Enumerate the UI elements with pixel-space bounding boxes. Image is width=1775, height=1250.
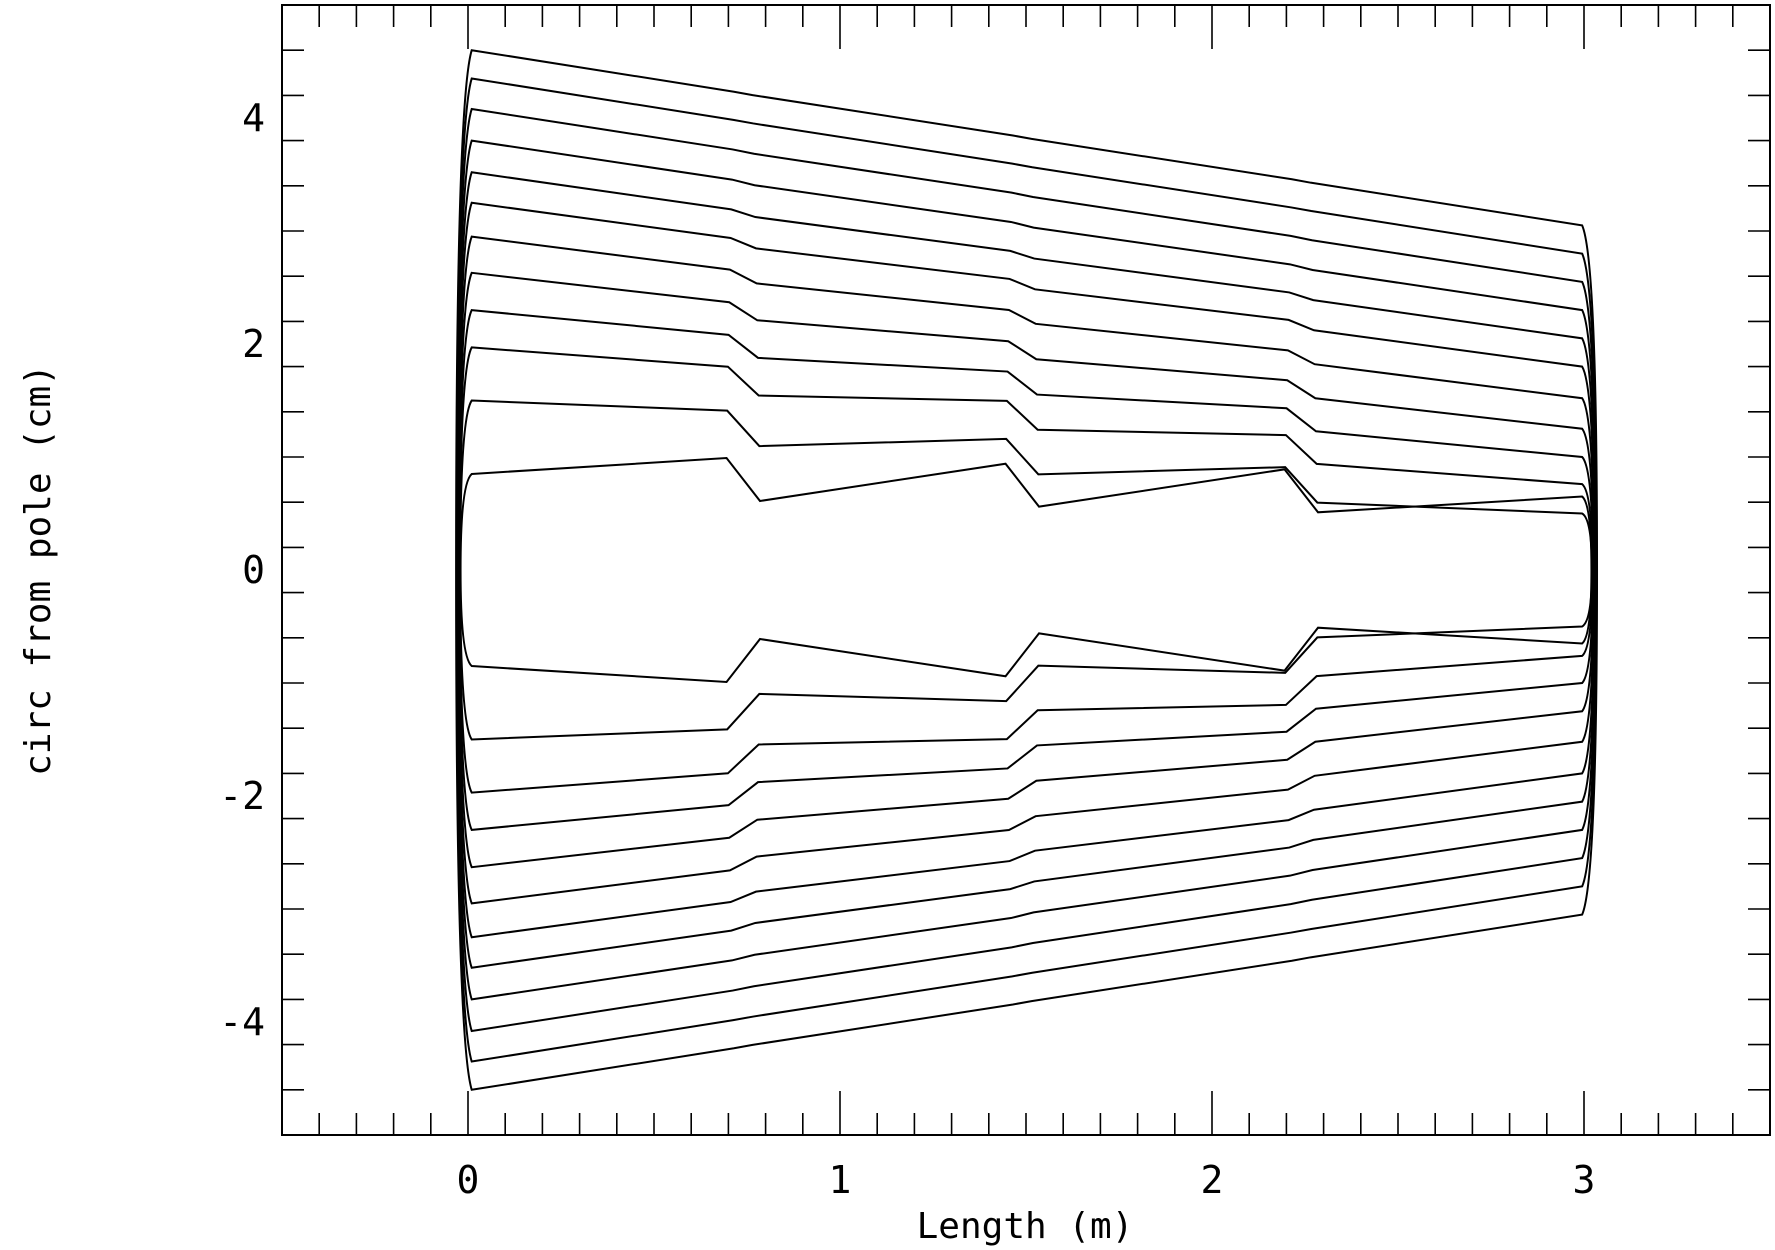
contour-line: [457, 271, 1595, 869]
axis-ticks: [282, 5, 1770, 1135]
plot-frame: [281, 4, 1771, 1136]
contour-line: [458, 346, 1594, 794]
contour-lines: [455, 49, 1599, 1091]
contour-line: [459, 457, 1593, 683]
contour-line: [457, 235, 1595, 905]
contour-line: [457, 201, 1596, 939]
contour-line: [455, 107, 1598, 1033]
y-axis-title: circ from pole (cm): [18, 364, 59, 776]
x-tick-label: 0: [457, 1158, 480, 1202]
x-tick-label: 3: [1573, 1158, 1596, 1202]
y-tick-label: 0: [242, 548, 265, 592]
x-tick-label: 1: [829, 1158, 852, 1202]
contour-line: [455, 49, 1599, 1091]
contour-line: [458, 309, 1594, 831]
x-axis-title: Length (m): [917, 1206, 1134, 1247]
y-tick-label: -2: [219, 774, 265, 818]
x-tick-labels: 0 1 2 3: [457, 1158, 1596, 1202]
x-tick-label: 2: [1201, 1158, 1224, 1202]
y-tick-label: -4: [219, 1000, 265, 1044]
y-tick-labels: -4 -2 0 2 4: [219, 96, 265, 1044]
y-tick-label: 4: [242, 96, 265, 140]
contour-line: [459, 399, 1593, 741]
y-tick-label: 2: [242, 322, 265, 366]
contour-line: [456, 139, 1597, 1001]
